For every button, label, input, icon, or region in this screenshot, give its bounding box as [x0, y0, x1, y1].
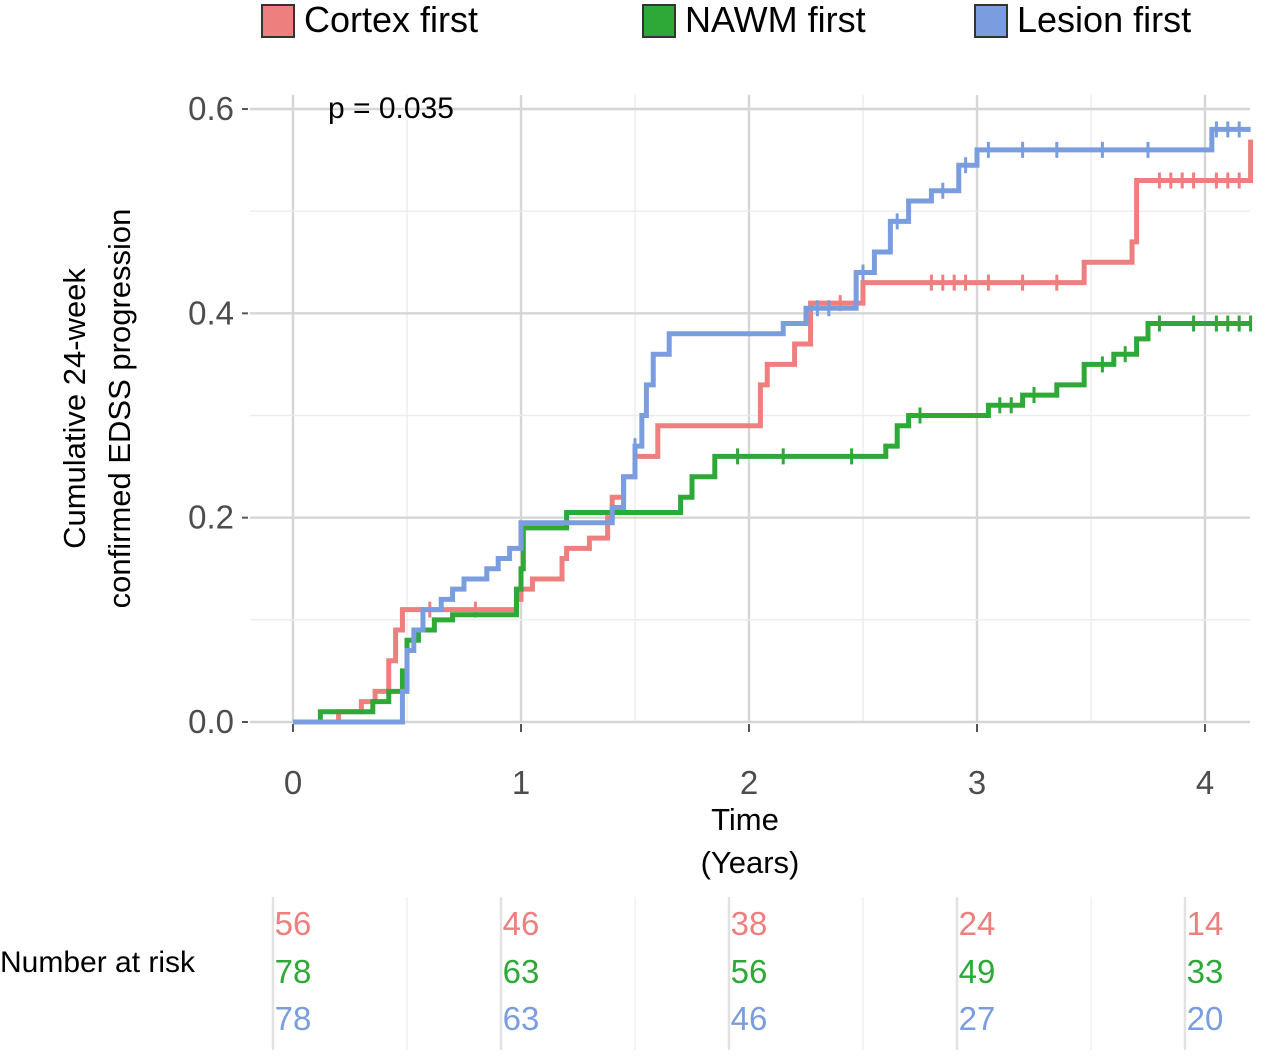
legend-label: NAWM first [685, 0, 866, 40]
y-axis-title-line2: confirmed EDSS progression [102, 209, 137, 609]
risk-count: 78 [275, 1000, 312, 1037]
legend-swatch [261, 4, 295, 38]
risk-count: 63 [503, 953, 540, 990]
risk-count: 63 [503, 1000, 540, 1037]
y-tick-label: 0.2 [188, 499, 234, 536]
risk-count: 38 [731, 905, 768, 942]
risk-table: Number at risk 56 46 38 24 14 78 63 56 49 33 78 63 46… [0, 897, 1223, 1050]
risk-count: 78 [275, 953, 312, 990]
risk-count: 49 [959, 953, 996, 990]
y-tick-label: 0.0 [188, 703, 234, 740]
risk-count: 33 [1187, 953, 1224, 990]
plot-area: 0.0 0.2 0.4 0.6 0 1 2 3 4 Time (Years) Cumulative 2… [57, 90, 1254, 880]
legend-label: Lesion first [1017, 0, 1191, 40]
series-line [293, 126, 1251, 725]
y-tick-label: 0.6 [188, 90, 234, 127]
legend-label: Cortex first [304, 0, 478, 40]
legend-swatch [974, 4, 1008, 38]
risk-table-title: Number at risk [0, 946, 196, 979]
risk-count: 46 [503, 905, 540, 942]
risk-count: 46 [731, 1000, 768, 1037]
risk-count: 20 [1187, 1000, 1224, 1037]
x-tick-label: 1 [512, 764, 530, 801]
x-axis-unit: (Years) [701, 845, 800, 880]
risk-count: 27 [959, 1000, 996, 1037]
x-tick-label: 2 [740, 764, 758, 801]
x-axis-title: Time [711, 802, 779, 837]
series-line [293, 139, 1254, 725]
legend: Cortex first NAWM first Lesion first [261, 0, 1191, 40]
risk-count: 24 [959, 905, 996, 942]
x-tick-label: 3 [968, 764, 986, 801]
risk-count: 56 [275, 905, 312, 942]
p-value-annotation: p = 0.035 [328, 92, 454, 125]
risk-count: 56 [731, 953, 768, 990]
y-tick-label: 0.4 [188, 294, 234, 331]
y-axis-title-line1: Cumulative 24-week [57, 268, 92, 549]
x-tick-label: 4 [1196, 764, 1214, 801]
x-tick-label: 0 [284, 764, 302, 801]
risk-count: 14 [1187, 905, 1224, 942]
legend-swatch [642, 4, 676, 38]
